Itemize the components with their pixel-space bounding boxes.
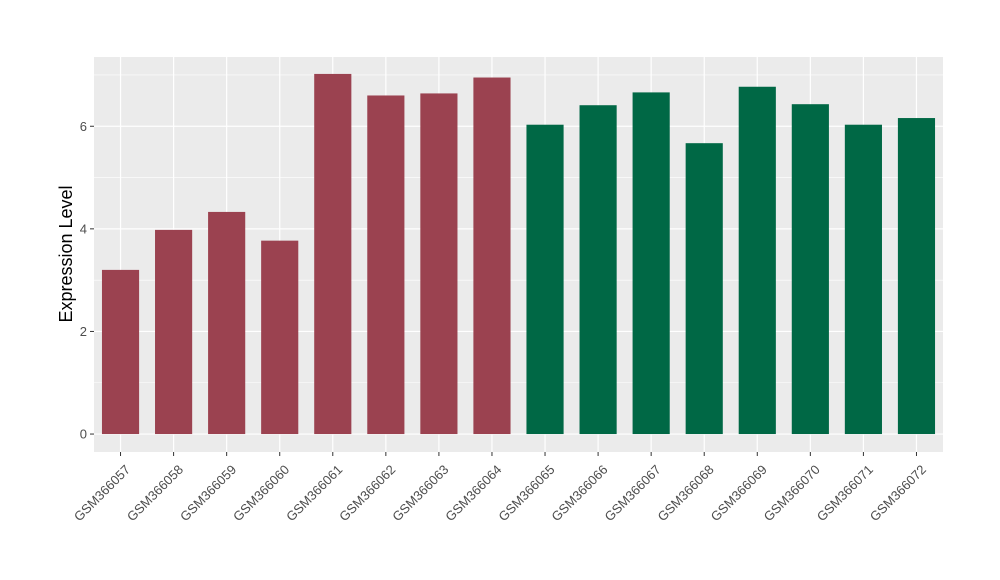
x-tick-label: GSM366064 (442, 462, 504, 524)
bar-GSM366064 (473, 77, 511, 435)
bar-GSM366072 (897, 118, 936, 435)
bar-GSM366066 (579, 105, 617, 435)
x-tick-label: GSM366063 (389, 462, 451, 524)
y-axis-title: Expression Level (56, 185, 76, 322)
x-tick-label: GSM366059 (177, 462, 239, 524)
x-tick-label: GSM366062 (336, 462, 398, 524)
x-tick-label: GSM366065 (495, 462, 557, 524)
x-tick-label: GSM366066 (548, 462, 610, 524)
x-tick-label: GSM366072 (867, 462, 929, 524)
bar-GSM366070 (791, 104, 829, 435)
bar-GSM366068 (685, 143, 723, 435)
bar-GSM366061 (314, 73, 352, 435)
bar-GSM366069 (738, 86, 776, 435)
y-axis: 0 2 4 6 (80, 119, 94, 442)
bar-GSM366065 (526, 124, 564, 435)
x-tick-label: GSM366057 (71, 462, 133, 524)
x-tick-label: GSM366069 (708, 462, 770, 524)
x-tick-label: GSM366067 (601, 462, 663, 524)
x-tick-label: GSM366068 (655, 462, 717, 524)
x-tick-label: GSM366071 (814, 462, 876, 524)
x-axis: GSM366057GSM366058GSM366059GSM366060GSM3… (71, 452, 929, 524)
x-tick-label: GSM366058 (124, 462, 186, 524)
y-tick-label: 6 (80, 119, 87, 134)
bar-GSM366063 (420, 93, 458, 435)
bar-GSM366067 (632, 92, 670, 435)
y-tick-label: 2 (80, 324, 87, 339)
bar-GSM366057 (101, 269, 140, 435)
bar-GSM366059 (208, 211, 246, 435)
bar-GSM366058 (155, 229, 193, 435)
bar-GSM366071 (844, 124, 882, 435)
bar-GSM366060 (261, 240, 299, 435)
y-tick-label: 0 (80, 427, 87, 442)
x-tick-label: GSM366060 (230, 462, 292, 524)
bar-GSM366062 (367, 95, 405, 435)
y-tick-label: 4 (80, 221, 87, 236)
x-tick-label: GSM366061 (283, 462, 345, 524)
bars (101, 73, 936, 435)
x-tick-label: GSM366070 (761, 462, 823, 524)
